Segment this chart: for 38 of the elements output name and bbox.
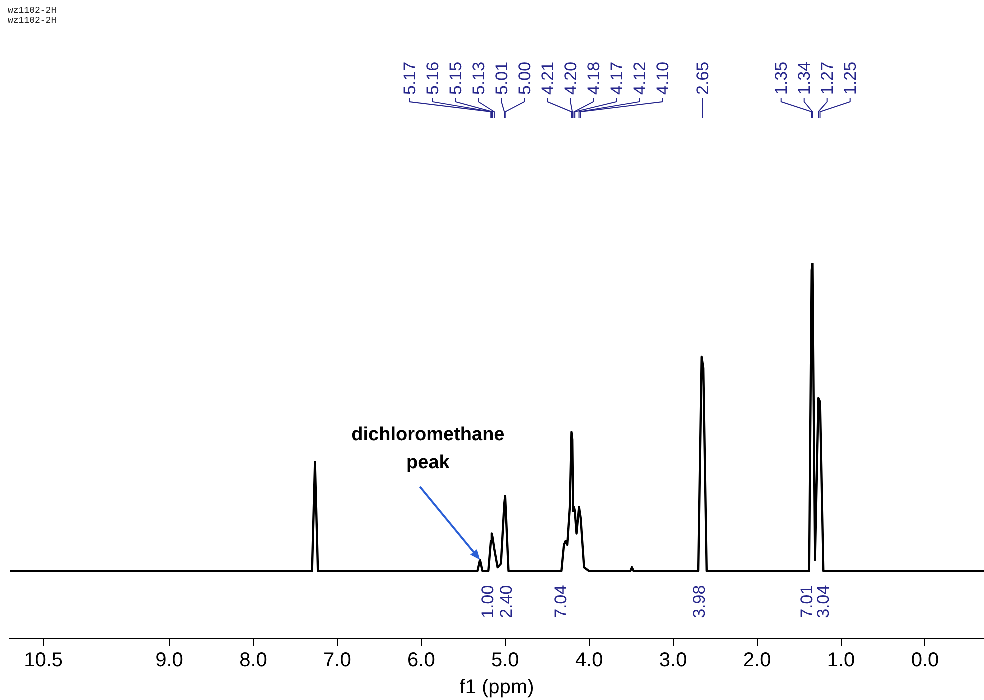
annotation: 1.35: [772, 62, 792, 95]
x-tick-label: 7.0: [324, 650, 352, 672]
x-tick-label: 4.0: [575, 650, 604, 672]
annotation: 5.00: [515, 62, 534, 95]
annotation: 1.34: [795, 62, 814, 95]
x-tick-label: 10.5: [24, 650, 64, 672]
annotation: 2.40: [496, 585, 516, 618]
x-tick-label: 9.0: [156, 650, 184, 672]
annotation: dichloromethane peak: [352, 424, 505, 474]
x-tick-label: 8.0: [240, 650, 268, 672]
annotation: 7.01: [797, 585, 816, 618]
annotation: 3.98: [690, 585, 709, 618]
annotation: 5.15: [446, 62, 466, 95]
annotation: 1.27: [818, 62, 838, 95]
annotation: 5.01: [492, 62, 512, 95]
annotation: 4.12: [630, 62, 650, 95]
annotation: 5.16: [423, 62, 442, 95]
annotation: 1.00: [478, 585, 498, 618]
x-tick-label: 0.0: [911, 650, 940, 672]
annotation: 7.04: [551, 585, 570, 618]
chart-subtitle: wz1102-2H: [8, 16, 57, 26]
x-axis-title: f1 (ppm): [460, 676, 534, 699]
annotation: 4.17: [607, 62, 626, 95]
annotation: 5.17: [400, 62, 420, 95]
x-tick-label: 1.0: [827, 650, 856, 672]
annotation: 5.13: [469, 62, 488, 95]
annotation: 1.25: [841, 62, 860, 95]
annotation: 4.20: [561, 62, 580, 95]
x-tick-label: 3.0: [659, 650, 688, 672]
annotation: 4.10: [653, 62, 672, 95]
annotation: 4.21: [538, 62, 558, 95]
x-tick-label: 6.0: [408, 650, 436, 672]
x-tick-label: 5.0: [491, 650, 520, 672]
chart-title: wz1102-2H: [8, 6, 57, 16]
x-tick-label: 2.0: [743, 650, 772, 672]
annotation: 2.65: [693, 62, 712, 95]
annotation: 4.18: [584, 62, 604, 95]
annotation: 3.04: [814, 585, 834, 618]
